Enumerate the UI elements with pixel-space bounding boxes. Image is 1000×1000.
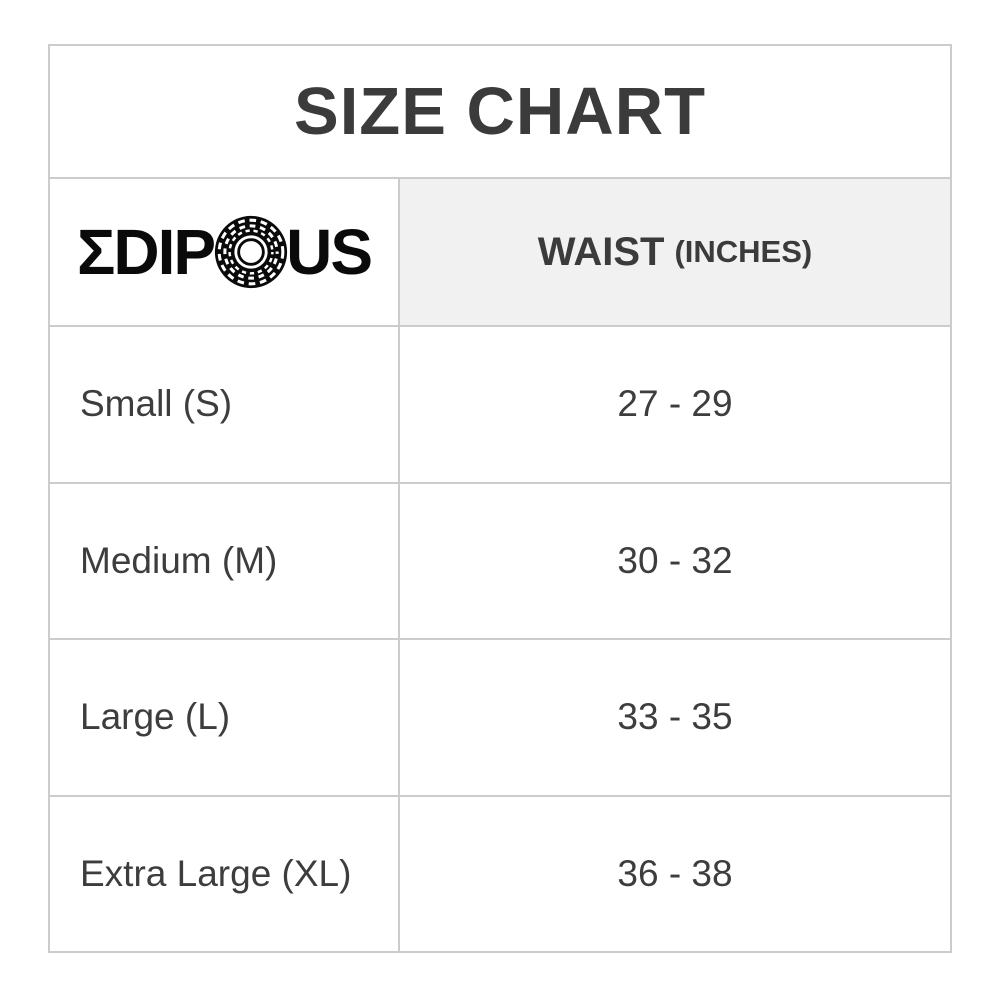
logo-text-prefix: ΣDIP [77, 216, 216, 288]
table-row-xlarge-size: Extra Large (XL) [50, 796, 398, 951]
page-title: SIZE CHART [294, 74, 706, 149]
size-label: Small (S) [80, 383, 233, 425]
table-row-medium-waist: 30 - 32 [400, 483, 950, 638]
size-label: Medium (M) [80, 539, 278, 581]
table-row-large-waist: 33 - 35 [400, 640, 950, 795]
waist-value: 36 - 38 [617, 852, 733, 894]
waist-value: 33 - 35 [617, 696, 733, 738]
table-row-small-waist: 27 - 29 [400, 327, 950, 482]
table-row-large-size: Large (L) [50, 640, 398, 795]
size-label: Extra Large (XL) [80, 852, 352, 894]
table-row-small-size: Small (S) [50, 327, 398, 482]
table-row-medium-size: Medium (M) [50, 483, 398, 638]
title-row: SIZE CHART [50, 46, 950, 177]
edipous-logo: ΣDIP US [77, 214, 373, 290]
logo-text-suffix: US [286, 216, 373, 288]
size-label: Large (L) [80, 696, 231, 738]
table-row-xlarge-waist: 36 - 38 [400, 796, 950, 951]
waist-header-unit: (INCHES) [674, 234, 813, 269]
brand-logo-cell: ΣDIP US [50, 179, 398, 325]
waist-header-label: WAIST [537, 229, 665, 274]
waist-value: 27 - 29 [617, 383, 733, 425]
waist-column-header: WAIST (INCHES) [400, 179, 950, 325]
greek-meander-o-icon [214, 215, 288, 289]
waist-value: 30 - 32 [617, 539, 733, 581]
size-chart-table: SIZE CHART ΣDIP US WAIST [48, 44, 952, 953]
